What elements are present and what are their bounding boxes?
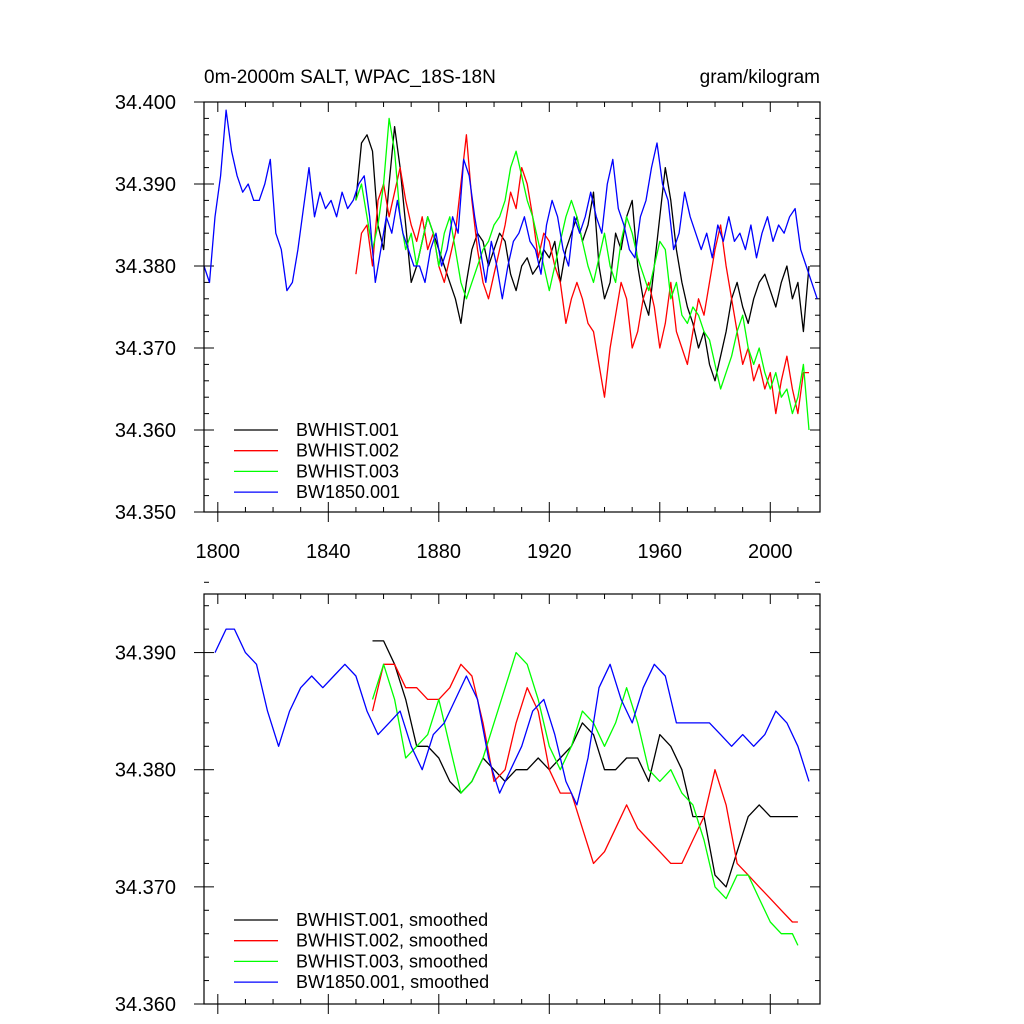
x-tick-label: 1880 <box>417 541 462 563</box>
series-line <box>355 117 810 431</box>
x-tick-label: 1840 <box>306 541 351 563</box>
series-line <box>203 109 818 300</box>
y-tick-label: 34.390 <box>115 174 176 196</box>
top-panel-series <box>203 109 818 431</box>
y-tick-label: 34.370 <box>115 877 176 899</box>
series-line <box>214 628 810 806</box>
y-tick-label: 34.370 <box>115 338 176 360</box>
legend-label: BWHIST.002 <box>296 441 399 461</box>
y-tick-label: 34.400 <box>115 92 176 114</box>
legend-label: BWHIST.001, smoothed <box>296 910 488 930</box>
bottom-panel-series <box>214 628 810 946</box>
y-tick-label: 34.380 <box>115 256 176 278</box>
top-panel-tick-marks <box>194 101 820 522</box>
x-tick-label: 1800 <box>196 541 241 563</box>
panel-title: 0m-2000m SALT, WPAC_18S-18N <box>204 67 496 88</box>
legend-label: BWHIST.002, smoothed <box>296 931 488 951</box>
units-label: gram/kilogram <box>700 67 820 88</box>
legend-label: BWHIST.001 <box>296 420 399 440</box>
bottom-panel-tick-marks <box>194 581 820 1014</box>
legend-label: BWHIST.003, smoothed <box>296 951 488 971</box>
y-tick-label: 34.360 <box>115 420 176 442</box>
top-panel-x-tick-labels: 1800 1840 1880 1920 1960 2000 <box>196 541 793 563</box>
top-panel-frame <box>203 101 821 513</box>
x-tick-label: 2000 <box>748 541 793 563</box>
legend-label: BW1850.001 <box>296 482 400 502</box>
top-panel: 0m-2000m SALT, WPAC_18S-18N gram/kilogra… <box>115 67 821 563</box>
y-tick-label: 34.390 <box>115 643 176 665</box>
series-line <box>355 134 809 415</box>
bottom-panel-frame <box>203 593 821 1005</box>
legend-label: BW1850.001, smoothed <box>296 972 489 992</box>
x-tick-label: 1920 <box>527 541 572 563</box>
legend-label: BWHIST.003 <box>296 461 399 481</box>
series-line <box>372 640 798 888</box>
y-tick-label: 34.380 <box>115 760 176 782</box>
series-line <box>371 663 798 923</box>
y-tick-label: 34.360 <box>115 994 176 1016</box>
top-panel-y-tick-labels: 34.400 34.390 34.380 34.370 34.360 34.350 <box>115 92 176 524</box>
bottom-panel-y-tick-labels: 34.390 34.380 34.370 34.360 <box>115 643 176 1016</box>
y-tick-label: 34.350 <box>115 502 176 524</box>
bottom-panel: 34.390 34.380 34.370 34.360 BWHIST.001, smo… <box>115 581 821 1016</box>
x-tick-label: 1960 <box>638 541 683 563</box>
